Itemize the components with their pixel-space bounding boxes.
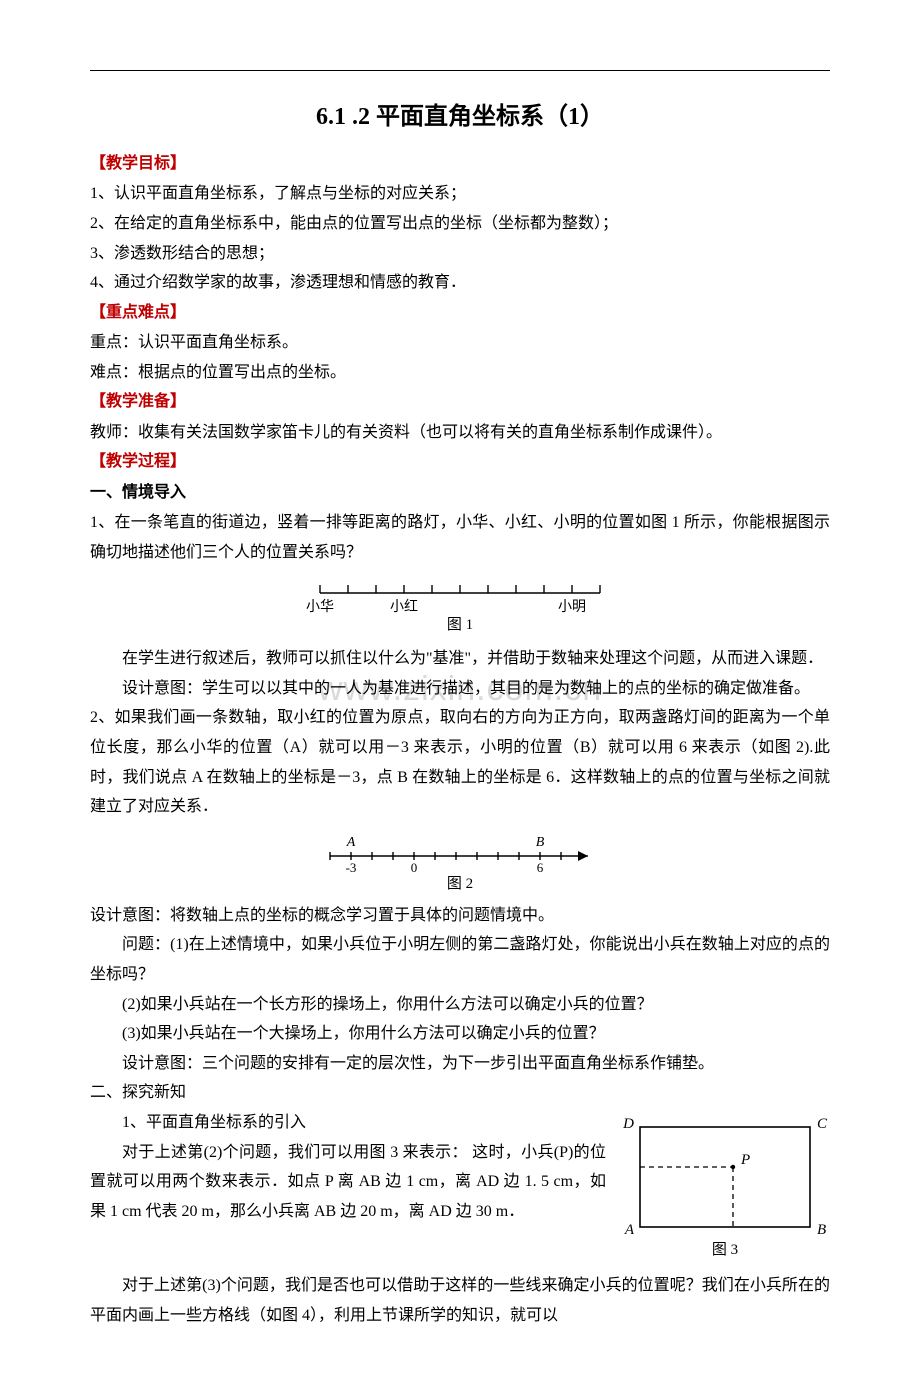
page-title: 6.1 .2 平面直角坐标系（1）	[90, 96, 830, 131]
fig2-num-neg3: -3	[346, 860, 357, 875]
s1-para-2: 在学生进行叙述后，教师可以抓住以什么为"基准"，并借助于数轴来处理这个问题，从而…	[90, 644, 830, 674]
question-2: (2)如果小兵站在一个长方形的操场上，你用什么方法可以确定小兵的位置？	[90, 990, 830, 1020]
fig3-corner-A: A	[624, 1222, 635, 1238]
prep-line: 教师：收集有关法国数学家笛卡儿的有关资料（也可以将有关的直角坐标系制作成课件）。	[90, 418, 830, 448]
top-rule	[90, 70, 830, 71]
fig2-num-6: 6	[537, 860, 544, 875]
fig1-label-xiaohong: 小红	[390, 599, 418, 615]
fig3-caption: 图 3	[712, 1241, 738, 1258]
fig1-caption: 图 1	[447, 616, 473, 633]
question-1: 问题：(1)在上述情境中，如果小兵位于小明左侧的第二盏路灯处，你能说出小兵在数轴…	[90, 930, 830, 989]
fig3-point-P: P	[740, 1152, 750, 1168]
s2-para-2: 对于上述第(3)个问题，我们是否也可以借助于这样的一些线来确定小兵的位置呢？我们…	[90, 1271, 830, 1330]
heading-situation: 一、情境导入	[90, 478, 830, 508]
kp-line-1: 重点：认识平面直角坐标系。	[90, 328, 830, 358]
s1-para-5: 设计意图：将数轴上点的坐标的概念学习置于具体的问题情境中。	[90, 901, 830, 931]
heading-prep: 【教学准备】	[90, 387, 830, 417]
fig3-corner-B: B	[817, 1222, 826, 1238]
fig1-label-xiaohua: 小华	[306, 599, 334, 615]
figure-1: 小华 小红 小明 图 1	[90, 573, 830, 638]
fig3-corner-D: D	[622, 1116, 634, 1132]
fig1-label-xiaoming: 小明	[558, 599, 586, 615]
question-design: 设计意图：三个问题的安排有一定的层次性，为下一步引出平面直角坐标系作铺垫。	[90, 1049, 830, 1079]
heading-explore: 二、探究新知	[90, 1078, 830, 1108]
goal-line-3: 3、渗透数形结合的思想；	[90, 239, 830, 269]
kp-line-2: 难点：根据点的位置写出点的坐标。	[90, 358, 830, 388]
s1-para-4: 2、如果我们画一条数轴，取小红的位置为原点，取向右的方向为正方向，取两盏路灯间的…	[90, 703, 830, 821]
figure-2: A B -3 0 6 图 2	[90, 828, 830, 895]
heading-goal: 【教学目标】	[90, 149, 830, 179]
s1-para-1: 1、在一条笔直的街道边，竖着一排等距离的路灯，小华、小红、小明的位置如图 1 所…	[90, 508, 830, 567]
heading-keypoint: 【重点难点】	[90, 298, 830, 328]
question-3: (3)如果小兵站在一个大操场上，你用什么方法可以确定小兵的位置？	[90, 1019, 830, 1049]
fig2-label-A: A	[346, 835, 356, 850]
goal-line-4: 4、通过介绍数学家的故事，渗透理想和情感的教育．	[90, 268, 830, 298]
fig3-corner-C: C	[817, 1116, 828, 1132]
fig2-label-B: B	[536, 835, 545, 850]
goal-line-1: 1、认识平面直角坐标系，了解点与坐标的对应关系；	[90, 179, 830, 209]
figure-3: A B C D P 图 3	[620, 1112, 830, 1267]
s1-para-3: 设计意图：学生可以以其中的一人为基准进行描述，其目的是为数轴上的点的坐标的确定做…	[90, 674, 830, 704]
fig2-num-0: 0	[411, 860, 418, 875]
goal-line-2: 2、在给定的直角坐标系中，能由点的位置写出点的坐标（坐标都为整数）；	[90, 209, 830, 239]
fig2-caption: 图 2	[447, 875, 473, 890]
heading-process: 【教学过程】	[90, 447, 830, 477]
